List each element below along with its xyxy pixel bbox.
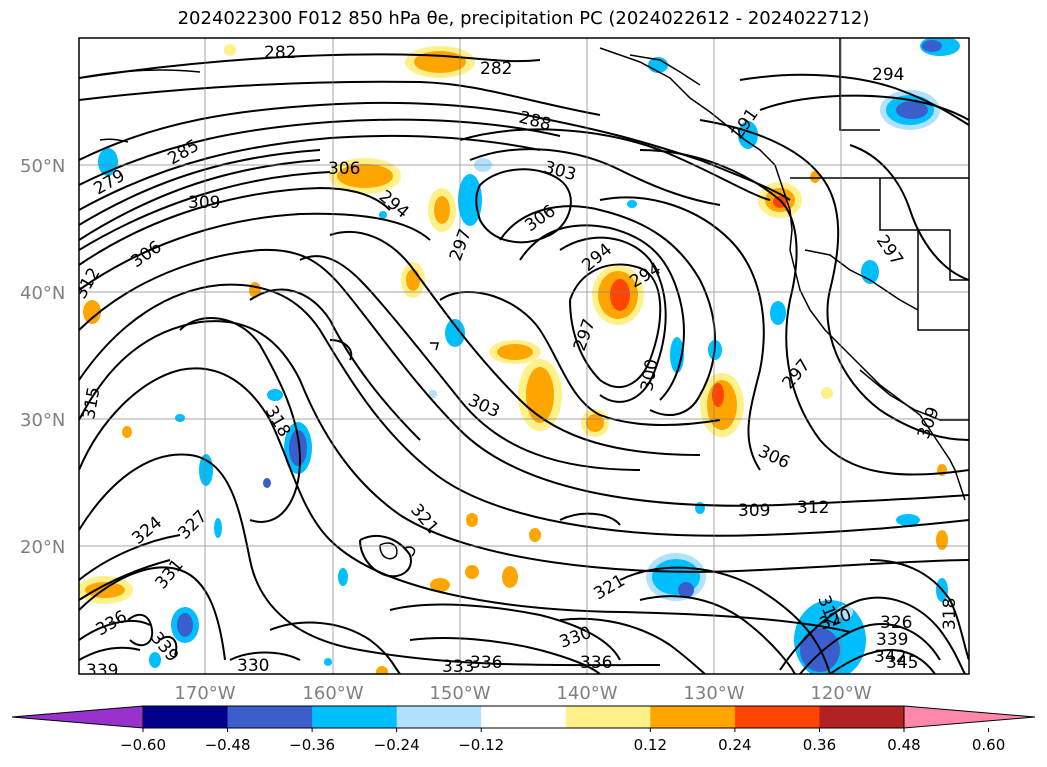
colorbar-segment	[481, 706, 567, 728]
contour-label: 306	[328, 159, 360, 179]
lon-label: 120°W	[810, 683, 871, 704]
colorbar-tick-label: −0.24	[374, 736, 420, 754]
contour-label: 309	[738, 501, 770, 521]
graticule	[79, 38, 969, 674]
colorbar-segment	[227, 706, 313, 728]
colorbar-extend-low	[11, 705, 144, 729]
contour-label: 339	[86, 661, 118, 681]
contour-label: 312	[797, 498, 829, 518]
colorbar-segment	[650, 706, 736, 728]
colorbar-tick-label: 0.36	[803, 736, 836, 754]
colorbar: −0.60 −0.48 −0.36 −0.24 −0.12 0.12 0.24 0.36 0.4…	[11, 705, 1036, 754]
colorbar-segment	[143, 706, 229, 728]
lat-label: 20°N	[20, 537, 65, 558]
contour-label: 333	[442, 657, 474, 677]
colorbar-tick-label: 0.12	[634, 736, 667, 754]
coastlines	[79, 38, 969, 560]
lon-label: 140°W	[556, 683, 617, 704]
contour-label: 339	[876, 630, 908, 650]
colorbar-tick-label: −0.36	[289, 736, 335, 754]
colorbar-tick-label: −0.60	[120, 736, 166, 754]
colorbar-tick-label: −0.48	[205, 736, 251, 754]
contour-label: 282	[480, 59, 512, 79]
colorbar-segment	[734, 706, 820, 728]
colorbar-segment	[312, 706, 398, 728]
colorbar-tick-label: 0.48	[887, 736, 920, 754]
map-border	[78, 37, 970, 675]
contour-label: 345	[886, 653, 918, 673]
map-title: 2024022300 F012 850 hPa θe, precipitatio…	[177, 8, 870, 29]
contour-label: 318	[940, 598, 960, 630]
contour-label: 342	[874, 647, 906, 667]
colorbar-tick-label: 0.24	[718, 736, 751, 754]
lon-label: 130°W	[683, 683, 744, 704]
lon-label: 170°W	[174, 683, 235, 704]
contour-label: 282	[264, 43, 296, 63]
lon-label: 160°W	[302, 683, 363, 704]
contour-label: 336	[470, 653, 502, 673]
lat-label: 30°N	[20, 410, 65, 431]
lon-label: 150°W	[429, 683, 490, 704]
colorbar-segment	[565, 706, 651, 728]
colorbar-segment	[396, 706, 482, 728]
contour-label: 330	[237, 656, 269, 676]
latitude-labels: 50°N 40°N 30°N 20°N	[20, 156, 65, 558]
contour-label: 294	[872, 65, 904, 85]
longitude-labels: 170°W 160°W 150°W 140°W 130°W 120°W	[174, 683, 871, 704]
colorbar-extend-high	[903, 705, 1036, 729]
colorbar-segment	[819, 706, 905, 728]
contour-label: 326	[880, 613, 912, 633]
contour-label: 309	[188, 193, 220, 213]
colorbar-border	[142, 705, 905, 729]
contour-label: 336	[580, 653, 612, 673]
colorbar-tick-label: 0.60	[972, 736, 1005, 754]
lat-label: 50°N	[20, 156, 65, 177]
lat-label: 40°N	[20, 283, 65, 304]
colorbar-tick-label: −0.12	[458, 736, 504, 754]
theta-e-contours	[79, 53, 969, 674]
